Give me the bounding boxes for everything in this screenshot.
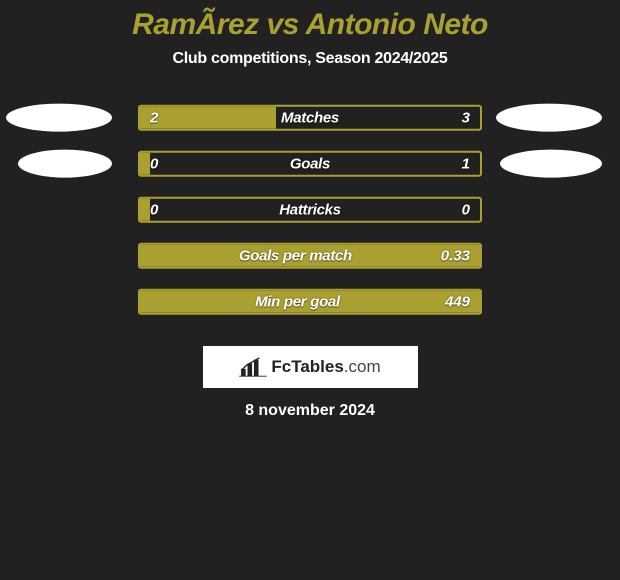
stat-bar-text: 2 Matches 3 bbox=[140, 107, 480, 129]
stat-right-value: 1 bbox=[462, 155, 470, 172]
footer-date: 8 november 2024 bbox=[0, 402, 620, 420]
comparison-row: 2 Matches 3 bbox=[0, 96, 620, 142]
stat-label: Hattricks bbox=[279, 201, 341, 218]
stat-label: Goals bbox=[290, 155, 330, 172]
stat-bar: Min per goal 449 bbox=[138, 289, 482, 315]
logo-text: FcTables.com bbox=[271, 357, 380, 377]
stat-bar: Goals per match 0.33 bbox=[138, 243, 482, 269]
stat-bar-text: 0 Hattricks 0 bbox=[140, 199, 480, 221]
player-right-ellipse bbox=[496, 104, 602, 132]
stat-left-value: 0 bbox=[150, 155, 158, 172]
stat-bar: 0 Goals 1 bbox=[138, 151, 482, 177]
stat-left-value: 0 bbox=[150, 201, 158, 218]
comparison-row: Goals per match 0.33 bbox=[0, 234, 620, 280]
page-subtitle: Club competitions, Season 2024/2025 bbox=[0, 50, 620, 68]
page-title: RamÃ­rez vs Antonio Neto bbox=[0, 0, 620, 42]
fctables-logo: FcTables.com bbox=[203, 346, 418, 388]
stat-bar: 2 Matches 3 bbox=[138, 105, 482, 131]
stat-label: Goals per match bbox=[239, 247, 352, 264]
stat-bar: 0 Hattricks 0 bbox=[138, 197, 482, 223]
stat-bar-text: Min per goal 449 bbox=[140, 291, 480, 313]
stat-bar-text: 0 Goals 1 bbox=[140, 153, 480, 175]
stat-label: Matches bbox=[281, 109, 339, 126]
stat-left-value: 2 bbox=[150, 109, 158, 126]
stat-right-value: 3 bbox=[462, 109, 470, 126]
stat-right-value: 0.33 bbox=[441, 247, 470, 264]
stat-right-value: 449 bbox=[445, 293, 470, 310]
player-left-ellipse bbox=[6, 104, 112, 132]
comparison-row: 0 Goals 1 bbox=[0, 142, 620, 188]
bar-chart-icon bbox=[239, 356, 267, 378]
stat-bar-text: Goals per match 0.33 bbox=[140, 245, 480, 267]
player-left-ellipse bbox=[18, 150, 112, 178]
comparison-chart: 2 Matches 3 0 Goals 1 0 Hattricks 0 Goals per mat… bbox=[0, 96, 620, 326]
comparison-row: 0 Hattricks 0 bbox=[0, 188, 620, 234]
comparison-row: Min per goal 449 bbox=[0, 280, 620, 326]
player-right-ellipse bbox=[500, 150, 602, 178]
stat-right-value: 0 bbox=[462, 201, 470, 218]
stat-label: Min per goal bbox=[255, 293, 340, 310]
